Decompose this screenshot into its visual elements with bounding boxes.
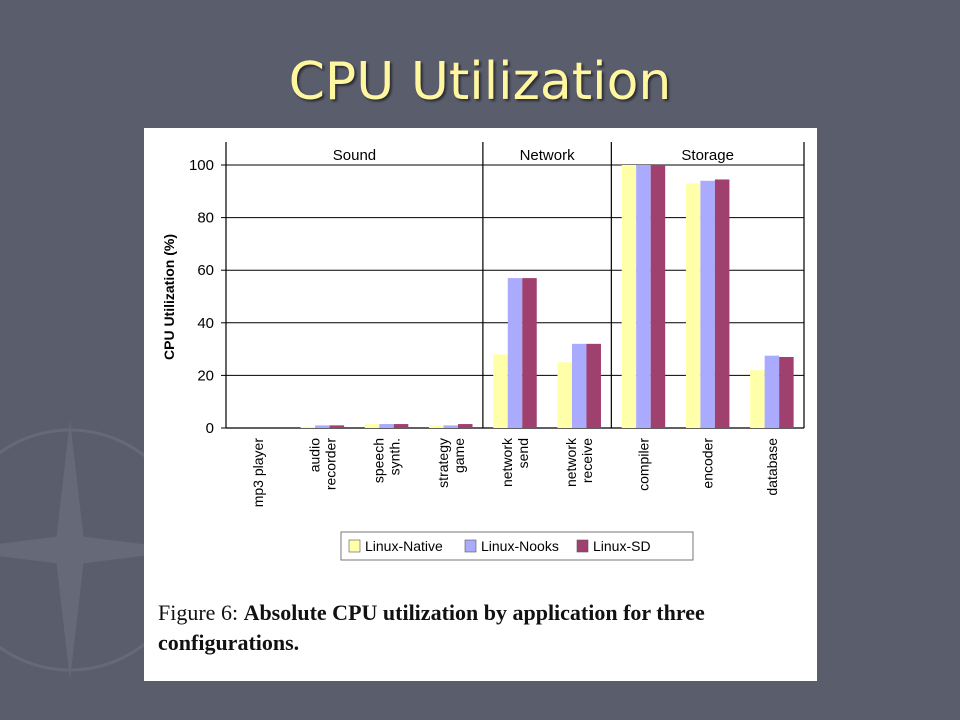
bar <box>443 425 459 428</box>
bar <box>636 165 651 428</box>
figure-panel: 0 20 40 60 80 100 CPU Utilization (%) Sound Netw… <box>144 128 817 681</box>
legend-swatch <box>464 539 477 553</box>
bar <box>586 343 601 428</box>
legend-swatch <box>576 539 589 553</box>
bar <box>557 362 572 428</box>
group-label: Sound <box>333 147 376 164</box>
bar <box>650 165 666 428</box>
bar <box>393 424 409 428</box>
y-tick-label: 0 <box>206 420 214 437</box>
bar <box>300 426 316 428</box>
y-axis-title: CPU Utilization (%) <box>161 234 177 360</box>
legend-label: Linux-SD <box>593 538 651 554</box>
figure-number: Figure 6: <box>158 600 239 625</box>
bar <box>685 183 701 428</box>
y-tick-label: 100 <box>189 157 214 174</box>
y-tick-label: 40 <box>197 315 214 332</box>
slide-title: CPU Utilization <box>288 52 672 112</box>
bar <box>329 425 345 428</box>
x-tick-label: networkreceive <box>563 437 595 487</box>
bar <box>379 424 394 428</box>
legend-label: Linux-Nooks <box>481 538 559 554</box>
y-tick-label: 80 <box>197 210 214 227</box>
x-tick-label: audiorecorder <box>306 438 338 490</box>
bar <box>571 343 587 428</box>
bar <box>779 356 794 428</box>
bar <box>364 424 380 428</box>
bar <box>714 179 730 428</box>
legend-swatch <box>348 539 361 553</box>
cpu-utilization-bar-chart: 0 20 40 60 80 100 CPU Utilization (%) Sound Netw… <box>161 142 805 561</box>
x-tick-label: networksend <box>499 437 531 487</box>
bar <box>750 370 765 428</box>
bar <box>507 278 523 428</box>
bar <box>621 165 637 428</box>
y-tick-label: 20 <box>197 367 214 384</box>
figure-caption-text: Absolute CPU utilization by application … <box>158 600 705 655</box>
group-label: Network <box>520 147 576 164</box>
bar <box>429 425 444 428</box>
y-tick-label: 60 <box>197 262 214 279</box>
bar <box>315 425 330 428</box>
bar <box>458 424 473 428</box>
bar <box>522 278 537 428</box>
x-tick-label: database <box>764 438 780 496</box>
legend-box <box>340 531 694 561</box>
bar <box>700 180 715 428</box>
bar <box>493 354 508 428</box>
group-label: Storage <box>681 147 734 164</box>
figure-caption: Figure 6: Absolute CPU utilization by ap… <box>158 598 808 658</box>
bar <box>764 355 780 428</box>
x-tick-label: speechsynth. <box>371 438 403 483</box>
x-tick-label: encoder <box>700 438 716 489</box>
x-tick-label: strategygame <box>435 438 467 488</box>
x-tick-label: mp3 player <box>250 438 266 508</box>
legend-label: Linux-Native <box>365 538 443 554</box>
x-tick-label: compiler <box>635 438 651 491</box>
background-compass-icon <box>0 420 192 680</box>
